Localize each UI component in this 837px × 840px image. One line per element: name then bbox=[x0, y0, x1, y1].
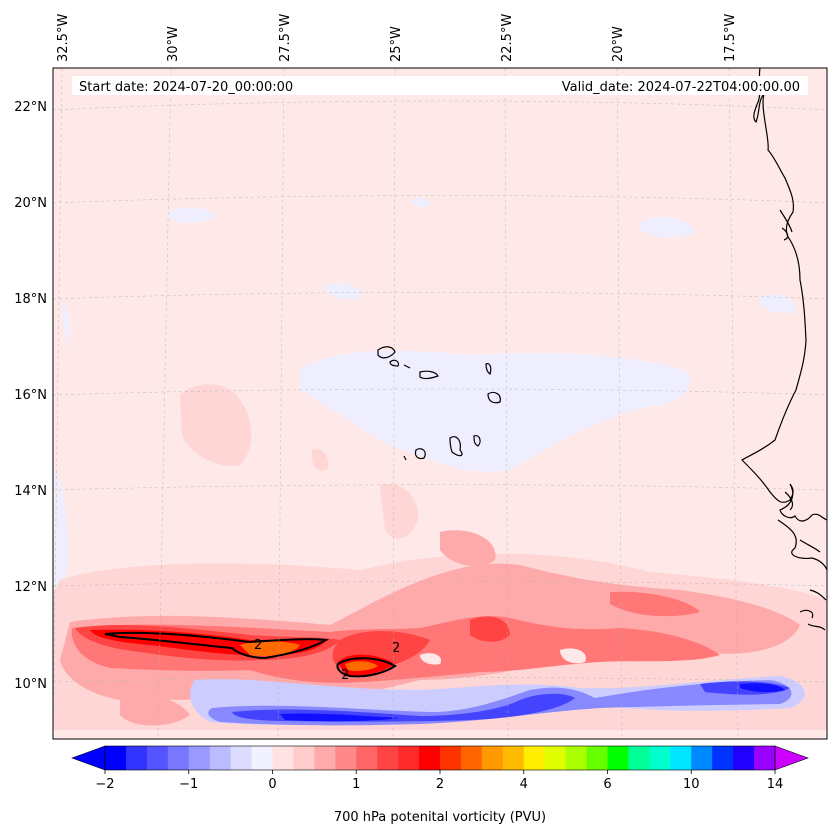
negative-pv-core bbox=[280, 683, 785, 722]
colorbar-tick-label: 0 bbox=[268, 777, 276, 792]
colorbar-tick-label: −1 bbox=[179, 777, 198, 792]
colorbar-segment bbox=[460, 746, 483, 770]
band-gaps bbox=[420, 648, 586, 665]
colorbar-segment bbox=[691, 746, 713, 770]
lon-label: 32.5°W bbox=[56, 14, 71, 62]
colorbar-segment bbox=[293, 746, 315, 770]
colorbar-segment bbox=[251, 746, 273, 770]
lat-label: 22°N bbox=[14, 100, 47, 115]
colorbar: −2 −1 0 1 2 4 6 10 14 700 hPa potenital vorticit… bbox=[71, 745, 809, 825]
longitude-labels: 32.5°W 30°W 27.5°W 25°W 22.5°W 20°W 17.5… bbox=[56, 14, 738, 62]
colorbar-tick-label: 4 bbox=[520, 777, 528, 792]
contour-label: 2 bbox=[254, 638, 262, 653]
colorbar-segment bbox=[146, 746, 169, 770]
colorbar-tick-label: 10 bbox=[683, 777, 700, 792]
coastlines bbox=[741, 68, 827, 631]
lon-label: 27.5°W bbox=[278, 14, 293, 62]
lat-label: 10°N bbox=[14, 677, 47, 692]
colorbar-segment bbox=[628, 746, 650, 770]
colorbar-tick-label: 2 bbox=[436, 777, 444, 792]
lat-label: 16°N bbox=[14, 388, 47, 403]
lat-label: 18°N bbox=[14, 292, 47, 307]
africa-coast bbox=[741, 68, 827, 522]
colorbar-segment bbox=[125, 746, 148, 770]
colorbar-tick-label: 14 bbox=[767, 777, 784, 792]
colorbar-segment bbox=[230, 746, 252, 770]
cape-verde-islands bbox=[377, 346, 501, 461]
colorbar-segment bbox=[209, 746, 232, 770]
colorbar-tick-label: 6 bbox=[603, 777, 611, 792]
colorbar-extend-high bbox=[774, 745, 809, 771]
colorbar-segment bbox=[398, 746, 420, 770]
colorbar-segment bbox=[565, 746, 587, 770]
colorbar-segment bbox=[335, 746, 357, 770]
map-border bbox=[52, 67, 828, 740]
colorbar-segment bbox=[481, 746, 504, 770]
contour-label: 2 bbox=[341, 668, 349, 683]
colorbar-segments bbox=[105, 746, 776, 770]
lon-label: 25°W bbox=[389, 26, 404, 62]
colorbar-segment bbox=[754, 746, 776, 770]
colorbar-tick-label: −2 bbox=[95, 777, 114, 792]
colorbar-extend-low bbox=[71, 745, 106, 771]
valid-date: Valid_date: 2024-07-22T04:00:00.00 bbox=[562, 80, 800, 95]
pv-2-contour bbox=[104, 631, 397, 678]
lat-label: 20°N bbox=[14, 196, 47, 211]
gridlines bbox=[53, 68, 827, 739]
colorbar-segment bbox=[712, 746, 734, 770]
colorbar-segment bbox=[105, 746, 127, 770]
colorbar-segment bbox=[523, 746, 546, 770]
colorbar-segment bbox=[272, 746, 294, 770]
colorbar-segment bbox=[356, 746, 378, 770]
start-date: Start date: 2024-07-20_00:00:00 bbox=[79, 80, 293, 95]
contour-label: 2 bbox=[392, 641, 400, 656]
lon-label: 17.5°W bbox=[723, 14, 738, 62]
colorbar-segment bbox=[419, 746, 441, 770]
colorbar-segment bbox=[167, 746, 190, 770]
colorbar-ticks: −2 −1 0 1 2 4 6 10 14 bbox=[95, 770, 783, 792]
colorbar-segment bbox=[377, 746, 399, 770]
colorbar-tick-label: 1 bbox=[352, 777, 360, 792]
orange-pv-cores bbox=[240, 641, 378, 671]
lon-label: 20°W bbox=[611, 26, 626, 62]
header-box bbox=[72, 76, 808, 95]
lat-label: 12°N bbox=[14, 580, 47, 595]
latitude-labels: 22°N 20°N 18°N 16°N 14°N 12°N 10°N bbox=[14, 100, 47, 692]
colorbar-segment bbox=[670, 746, 692, 770]
colorbar-label: 700 hPa potenital vorticity (PVU) bbox=[334, 810, 546, 825]
colorbar-segment bbox=[314, 746, 336, 770]
colorbar-segment bbox=[733, 746, 755, 770]
colorbar-segment bbox=[502, 746, 525, 770]
colorbar-segment bbox=[544, 746, 567, 770]
colorbar-segment bbox=[440, 746, 462, 770]
lat-label: 14°N bbox=[14, 484, 47, 499]
lon-label: 30°W bbox=[166, 26, 181, 62]
lon-label: 22.5°W bbox=[500, 14, 515, 62]
map-panel: 2 2 2 bbox=[53, 68, 827, 739]
colorbar-segment bbox=[188, 746, 211, 770]
colorbar-segment bbox=[586, 746, 608, 770]
colorbar-segment bbox=[649, 746, 671, 770]
colorbar-segment bbox=[607, 746, 629, 770]
